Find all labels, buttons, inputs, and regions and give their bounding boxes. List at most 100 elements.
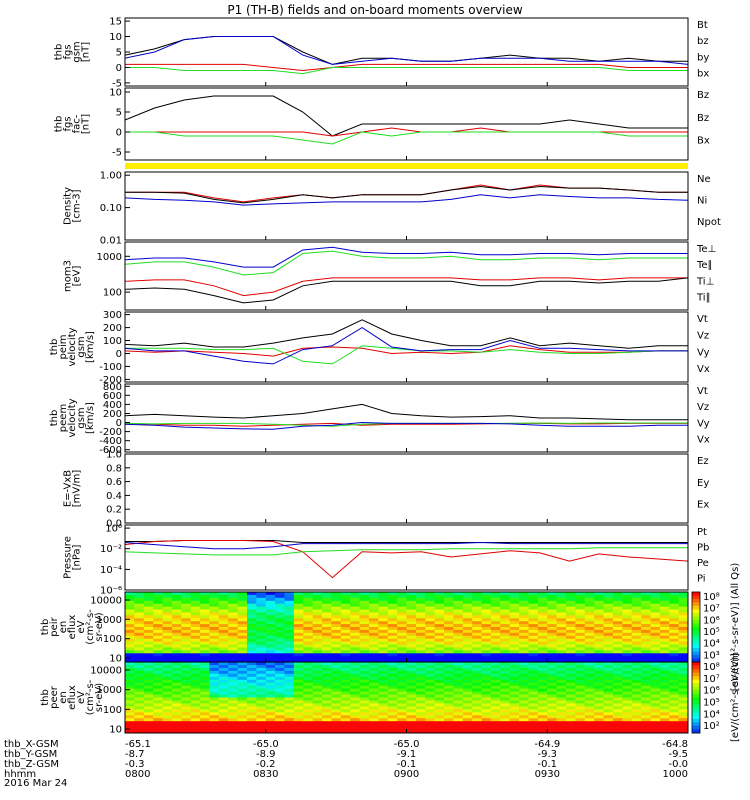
spectrogram-cell <box>406 594 417 599</box>
spectrogram-cell <box>415 682 426 687</box>
spectrogram-cell <box>256 656 267 660</box>
spectrogram-cell <box>265 682 276 687</box>
spectrogram-cell <box>171 688 182 693</box>
spectrogram-cell <box>200 600 211 605</box>
legend-entry: Te∥ <box>696 260 713 271</box>
spectrogram-cell <box>453 706 464 710</box>
spectrogram-cell <box>537 600 548 605</box>
spectrogram-cell <box>612 665 623 669</box>
spectrogram-cell <box>200 662 211 666</box>
colorbar-step <box>692 637 700 642</box>
spectrogram-cell <box>397 724 408 728</box>
spectrogram-cell <box>490 700 501 705</box>
spectrogram-cell <box>275 606 286 611</box>
spectrogram-cell <box>369 635 379 640</box>
spectrogram-cell <box>228 606 239 611</box>
spectrogram-cell <box>312 679 323 684</box>
spectrogram-cell <box>500 679 511 684</box>
spectrogram-cell <box>415 641 426 646</box>
spectrogram-cell <box>500 700 511 705</box>
colorbar-step <box>692 630 700 635</box>
spectrogram-cell <box>397 627 408 631</box>
spectrogram-cell <box>415 679 426 684</box>
spectrogram-cell <box>181 715 192 719</box>
spectrogram-cell <box>547 706 558 710</box>
spectrogram-cell <box>200 592 211 596</box>
spectrogram-cell <box>444 659 454 662</box>
spectrogram-cell <box>378 612 389 616</box>
spectrogram-cell <box>312 609 323 613</box>
spectrogram-cell <box>566 673 576 678</box>
spectrogram-cell <box>190 653 201 657</box>
spectrogram-cell <box>265 615 276 619</box>
spectrogram-cell <box>434 635 445 640</box>
spectrogram-cell <box>369 606 379 611</box>
spectrogram-cell <box>603 635 614 640</box>
spectrogram-cell <box>312 700 323 705</box>
spectrogram-cell <box>134 612 145 616</box>
spectrogram-cell <box>350 730 361 733</box>
spectrogram-cell <box>509 685 520 690</box>
spectrogram-cell <box>181 703 192 707</box>
y-axis-label: [nT] <box>81 42 92 62</box>
spectrogram-cell <box>312 597 323 602</box>
spectrogram-cell <box>293 662 304 666</box>
spectrogram-cell <box>509 594 520 599</box>
spectrogram-cell <box>678 724 688 728</box>
spectrogram-cell <box>434 650 445 654</box>
spectrogram-cell <box>247 694 257 699</box>
spectrogram-cell <box>350 679 361 684</box>
spectrogram-cell <box>125 670 135 675</box>
spectrogram-cell <box>350 609 361 613</box>
spectrogram-cell <box>547 644 558 648</box>
spectrogram-cell <box>650 600 661 605</box>
spectrogram-cell <box>631 670 642 675</box>
spectrogram-cell <box>481 603 492 608</box>
spectrogram-cell <box>350 632 361 637</box>
spectrogram-cell <box>566 718 576 722</box>
y-tick-label: -5 <box>112 78 122 89</box>
spectrogram-cell <box>434 618 445 622</box>
spectrogram-cell <box>397 670 408 675</box>
spectrogram-cell <box>678 612 688 616</box>
spectrogram-cell <box>387 592 398 596</box>
spectrogram-cell <box>528 709 539 713</box>
spectrogram-cell <box>584 592 595 596</box>
spectrogram-cell <box>265 670 276 675</box>
spectrogram-cell <box>125 644 135 648</box>
spectrogram-cell <box>369 656 379 660</box>
y-tick-label: 0.01 <box>100 236 122 247</box>
spectrogram-cell <box>678 629 688 634</box>
spectrogram-cell <box>547 606 558 611</box>
spectrogram-cell <box>462 697 473 702</box>
spectrogram-cell <box>303 715 314 719</box>
spectrogram-cell <box>659 635 670 640</box>
spectrogram-cell <box>584 606 595 611</box>
spectrogram-cell <box>265 673 276 678</box>
spectrogram-cell <box>162 650 173 654</box>
spectrogram-cell <box>650 629 661 634</box>
spectrogram-cell <box>387 730 398 733</box>
spectrogram-cell <box>397 703 408 707</box>
spectrogram-cell <box>237 615 248 619</box>
spectrogram-cell <box>293 647 304 651</box>
spectrogram-cell <box>528 594 539 599</box>
spectrogram-cell <box>500 694 511 699</box>
spectrogram-cell <box>406 697 417 702</box>
colorbar-step <box>692 655 700 659</box>
spectrogram-cell <box>490 597 501 602</box>
spectrogram-cell <box>415 706 426 710</box>
spectrogram-cell <box>303 609 314 613</box>
spectrogram-cell <box>481 609 492 613</box>
spectrogram-cell <box>453 676 464 681</box>
spectrogram-cell <box>378 594 389 599</box>
spectrogram-cell <box>162 730 173 733</box>
spectrogram-cell <box>659 638 670 643</box>
spectrogram-cell <box>228 635 239 640</box>
spectrogram-cell <box>509 600 520 605</box>
spectrogram-cell <box>481 676 492 681</box>
spectrogram-cell <box>284 712 295 716</box>
spectrogram-cell <box>143 624 154 628</box>
spectrogram-cell <box>490 606 501 611</box>
spectrogram-cell <box>631 679 642 684</box>
